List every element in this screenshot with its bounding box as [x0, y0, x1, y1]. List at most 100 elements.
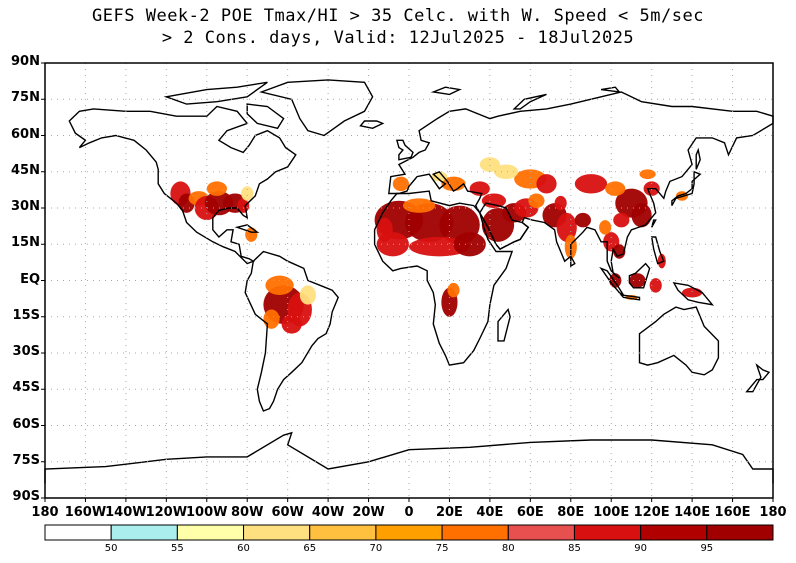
heat-region [574, 174, 608, 194]
coastline-borneo [628, 262, 651, 289]
coastline-svalbard [430, 86, 462, 96]
colorbar-swatch [375, 524, 443, 541]
probability-shading [170, 157, 703, 334]
coastline-java [619, 294, 641, 301]
lat-label: 75S [12, 452, 40, 468]
heat-region [392, 176, 409, 192]
lat-label: 15S [12, 307, 40, 323]
colorbar-label: 55 [170, 543, 184, 554]
heat-region [649, 278, 662, 293]
heat-region [447, 282, 460, 298]
heat-region [657, 253, 666, 269]
heat-region [493, 164, 519, 179]
colorbar-swatch [573, 524, 642, 541]
colorbar-swatch [110, 524, 178, 541]
lon-label: 140E [674, 505, 711, 520]
coastline-philippines [650, 236, 665, 265]
lat-label: 30S [12, 344, 40, 359]
heat-region [299, 285, 316, 305]
lat-label: 45N [11, 162, 40, 178]
heat-region [206, 181, 227, 196]
heat-region [265, 275, 294, 296]
coastline-australia [638, 306, 720, 376]
lat-label: 60S [12, 416, 40, 432]
lon-label: 120W [145, 505, 188, 520]
heat-region [479, 157, 500, 172]
lon-label: 140W [105, 505, 147, 520]
chart-title-line2: > 2 Cons. days, Valid: 12Jul2025 - 18Jul… [161, 28, 635, 48]
lat-label: 30N [11, 199, 40, 214]
heat-region [245, 227, 258, 242]
lon-label: 40W [311, 505, 345, 520]
lon-label: 180 [759, 505, 787, 520]
coastline-south-america [244, 250, 340, 412]
colorbar-swatch [243, 524, 311, 541]
heat-region [481, 193, 507, 208]
heat-region [613, 212, 630, 228]
colorbar-label: 65 [303, 543, 317, 554]
coastline-greenland [258, 79, 374, 137]
heat-region [263, 309, 280, 329]
coastline-madagascar [497, 308, 511, 342]
lon-label: 40E [476, 505, 504, 520]
heat-region [376, 217, 393, 242]
colorbar-label: 60 [237, 543, 250, 554]
axis-ticks [41, 62, 774, 502]
colorbar-label: 70 [369, 543, 383, 554]
lon-label: 180 [31, 505, 59, 520]
lon-label: 80E [557, 505, 585, 520]
colorbar-swatch [640, 524, 708, 541]
heat-region [599, 220, 612, 235]
coastline-canadian-islands [163, 81, 268, 105]
heat-region [536, 174, 557, 194]
coastlines [44, 79, 774, 484]
colorbar [44, 524, 774, 541]
heat-region [631, 203, 652, 228]
colorbar-swatch [507, 524, 575, 541]
heat-region [453, 232, 486, 257]
lat-lon-grid [45, 63, 773, 498]
colorbar-swatch [441, 524, 509, 541]
colorbar-label: 95 [700, 543, 714, 554]
coastline-new-zealand [745, 363, 771, 393]
chart-title-line1: GEFS Week-2 POE Tmax/HI > 35 Celc. with … [92, 6, 704, 26]
heat-region [241, 186, 254, 201]
lat-label: 90S [12, 489, 40, 504]
lon-label: 20E [435, 505, 463, 520]
coastline-africa [373, 190, 514, 366]
coastline-eurasia [388, 91, 774, 279]
lon-label: 100W [186, 505, 228, 520]
heat-region [556, 212, 577, 242]
coastline-baffin [246, 103, 285, 130]
lon-label: 20W [352, 505, 385, 520]
lat-label: 90N [11, 54, 40, 69]
colorbar-label: 80 [501, 543, 515, 554]
coastline-iceland [359, 120, 385, 130]
lon-label: 80W [231, 505, 264, 520]
heat-region [281, 314, 302, 334]
colorbar-swatch [176, 524, 245, 541]
coastline-sakhalin [695, 147, 701, 170]
colorbar-label: 90 [634, 543, 647, 554]
coastline-antarctica [44, 431, 774, 484]
coastline-new-guinea [672, 281, 715, 306]
coastline-novaya-zemlya [512, 93, 547, 110]
heat-region [402, 198, 436, 213]
colorbar-swatch [309, 524, 377, 541]
lat-label: 15N [11, 235, 40, 251]
colorbar-label: 75 [435, 543, 449, 554]
heat-region [431, 171, 448, 182]
lon-label: 0 [404, 505, 414, 520]
lat-label: 60N [11, 126, 40, 142]
coastline-japan [671, 170, 702, 206]
coastline-taiwan [651, 219, 657, 228]
lon-label: 60W [271, 505, 304, 520]
lon-label: 160W [64, 505, 107, 520]
lon-label: 60E [516, 505, 544, 520]
lat-label: 75N [11, 90, 40, 106]
coastline-north-america [68, 105, 297, 265]
lon-label: 100E [593, 505, 630, 520]
coastline-severnaya [600, 86, 621, 93]
colorbar-swatch [44, 524, 112, 541]
